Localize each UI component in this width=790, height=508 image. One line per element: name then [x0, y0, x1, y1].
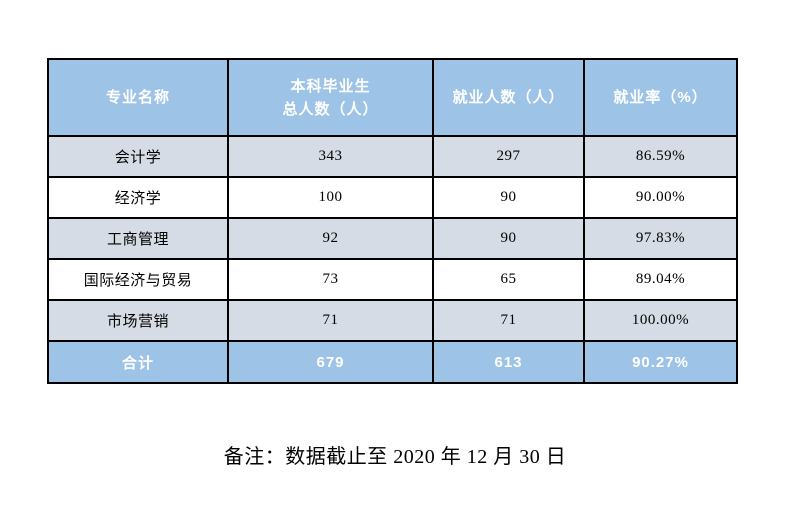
rate-cell: 100.00%: [583, 299, 738, 342]
table-row: 会计学 343 297 86.59%: [47, 135, 738, 178]
total-cell: 92: [227, 217, 434, 260]
employment-stats-table: 专业名称 本科毕业生 总人数（人） 就业人数（人） 就业率（%） 会计学 343…: [47, 58, 738, 384]
total-cell: 343: [227, 135, 434, 178]
total-label-cell: 合计: [47, 340, 229, 384]
employed-cell: 71: [432, 299, 585, 342]
header-major: 专业名称: [47, 58, 229, 137]
rate-cell: 90.00%: [583, 176, 738, 219]
table-total-row: 合计 679 613 90.27%: [47, 340, 738, 384]
total-graduates-sum-cell: 679: [227, 340, 434, 384]
employed-cell: 297: [432, 135, 585, 178]
major-cell: 国际经济与贸易: [47, 258, 229, 301]
total-cell: 100: [227, 176, 434, 219]
table-row: 国际经济与贸易 73 65 89.04%: [47, 258, 738, 301]
rate-overall-cell: 90.27%: [583, 340, 738, 384]
header-employment-rate: 就业率（%）: [583, 58, 738, 137]
table-row: 工商管理 92 90 97.83%: [47, 217, 738, 260]
rate-cell: 89.04%: [583, 258, 738, 301]
major-cell: 会计学: [47, 135, 229, 178]
header-total-graduates: 本科毕业生 总人数（人）: [227, 58, 434, 137]
table-header-row: 专业名称 本科毕业生 总人数（人） 就业人数（人） 就业率（%）: [47, 58, 738, 137]
total-cell: 73: [227, 258, 434, 301]
employed-cell: 65: [432, 258, 585, 301]
employed-sum-cell: 613: [432, 340, 585, 384]
rate-cell: 97.83%: [583, 217, 738, 260]
table-row: 市场营销 71 71 100.00%: [47, 299, 738, 342]
employed-cell: 90: [432, 217, 585, 260]
footer-note: 备注：数据截止至 2020 年 12 月 30 日: [223, 446, 567, 468]
table-row: 经济学 100 90 90.00%: [47, 176, 738, 219]
major-cell: 工商管理: [47, 217, 229, 260]
employed-cell: 90: [432, 176, 585, 219]
major-cell: 经济学: [47, 176, 229, 219]
major-cell: 市场营销: [47, 299, 229, 342]
total-cell: 71: [227, 299, 434, 342]
rate-cell: 86.59%: [583, 135, 738, 178]
header-employed-count: 就业人数（人）: [432, 58, 585, 137]
